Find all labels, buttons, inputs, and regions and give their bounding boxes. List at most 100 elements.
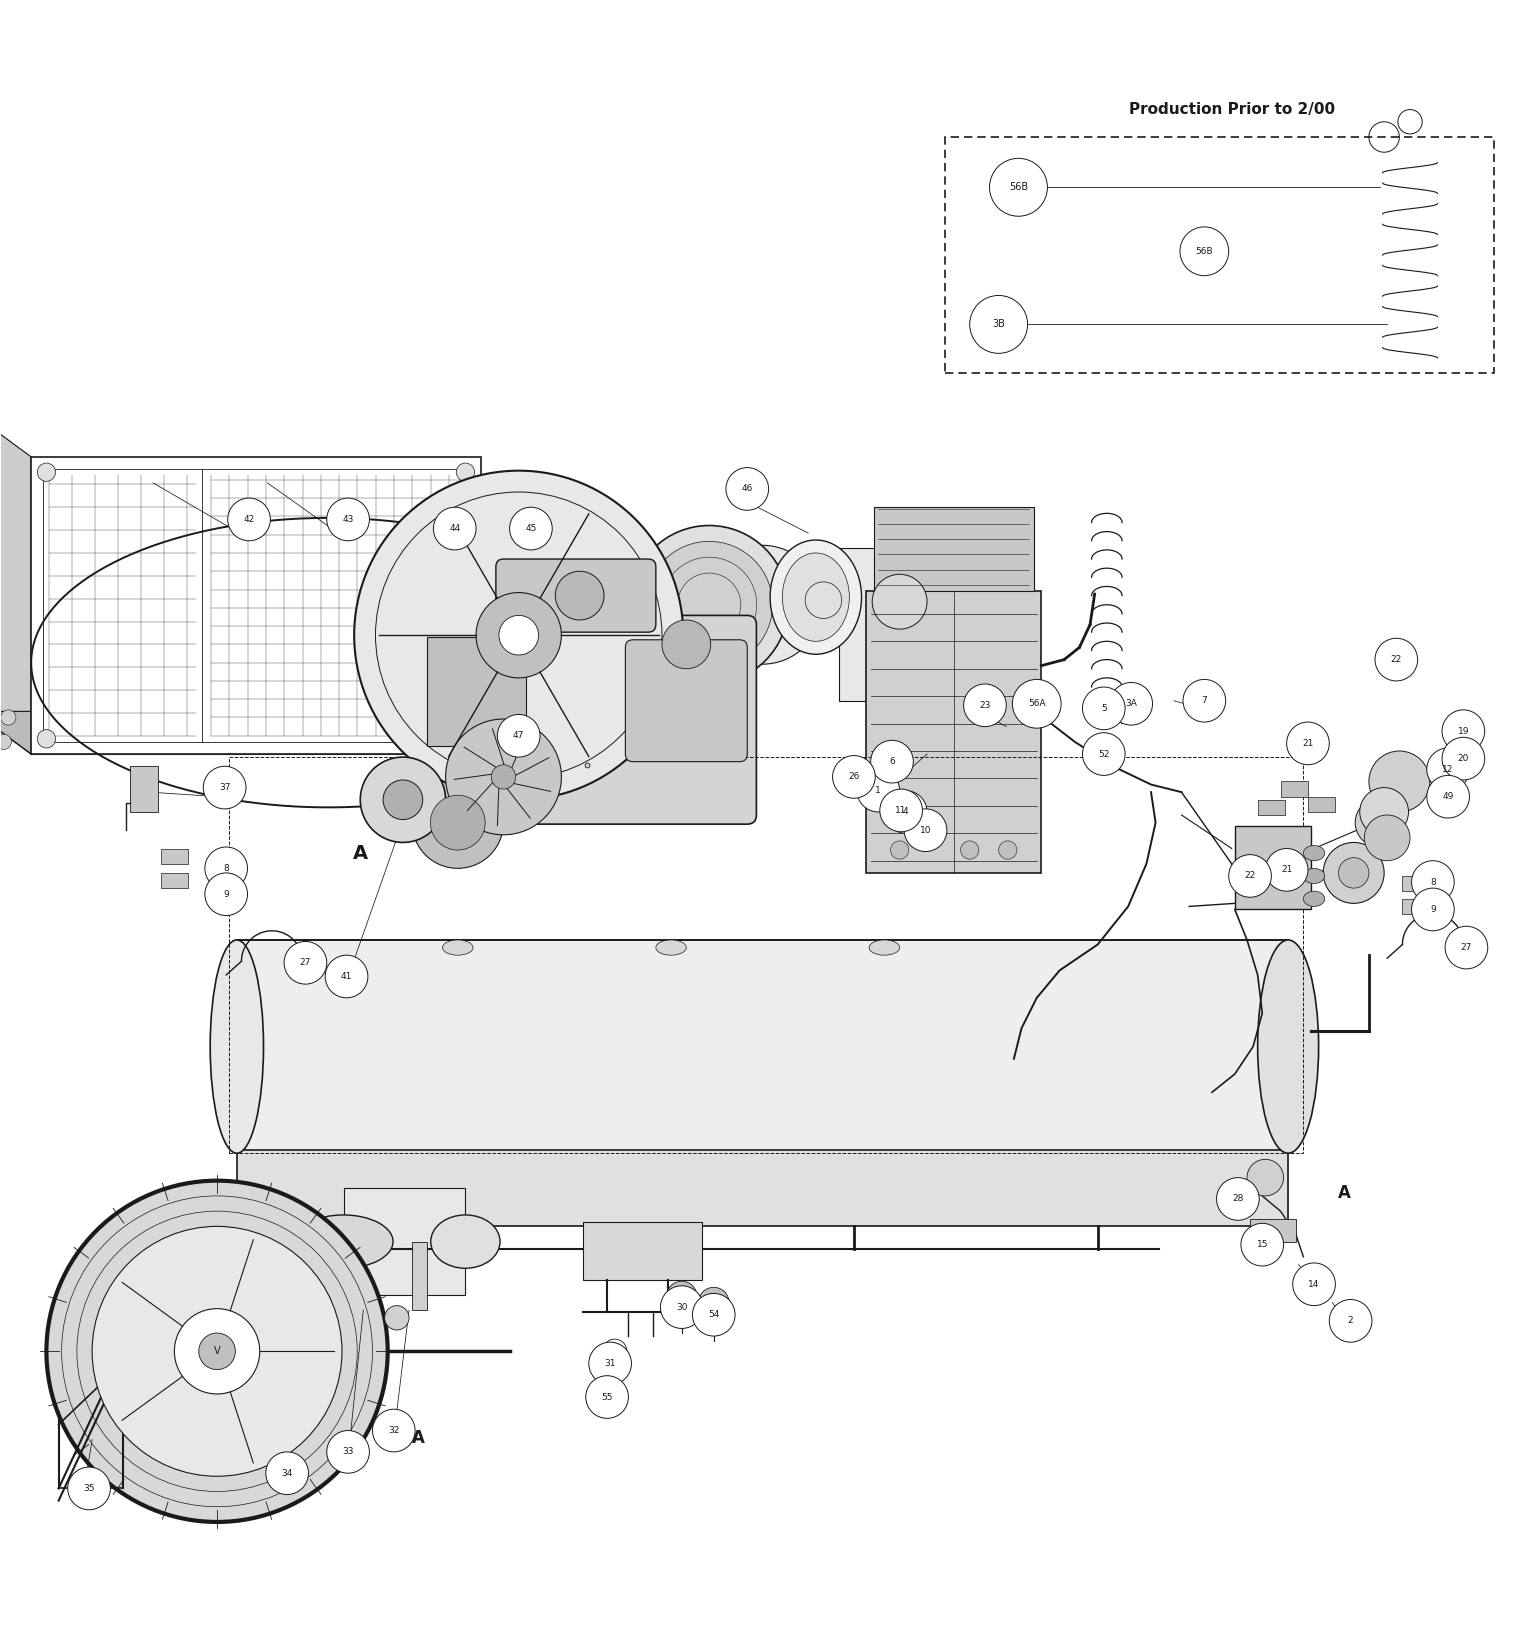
Circle shape <box>1427 748 1470 791</box>
Circle shape <box>1376 639 1418 681</box>
Circle shape <box>1446 926 1488 968</box>
Circle shape <box>872 574 927 629</box>
Ellipse shape <box>442 941 473 955</box>
Text: 22: 22 <box>1244 872 1255 880</box>
Text: 56B: 56B <box>1196 246 1214 256</box>
Ellipse shape <box>656 941 686 955</box>
Text: 47: 47 <box>512 732 525 740</box>
Circle shape <box>662 619 711 668</box>
Circle shape <box>203 766 246 808</box>
Ellipse shape <box>430 1214 500 1268</box>
Circle shape <box>92 1226 342 1477</box>
Text: 34: 34 <box>282 1469 293 1478</box>
Circle shape <box>599 1356 621 1377</box>
Circle shape <box>1293 1263 1336 1306</box>
Circle shape <box>726 468 769 510</box>
Text: 45: 45 <box>525 525 537 533</box>
Circle shape <box>1217 1177 1260 1221</box>
Circle shape <box>456 463 474 481</box>
Text: 56A: 56A <box>1028 699 1046 709</box>
FancyBboxPatch shape <box>496 559 656 632</box>
Ellipse shape <box>869 941 900 955</box>
Bar <box>43 469 468 742</box>
Text: 37: 37 <box>220 782 230 792</box>
Circle shape <box>1266 849 1308 892</box>
FancyBboxPatch shape <box>625 641 747 761</box>
Bar <box>412 1242 427 1311</box>
Circle shape <box>46 1180 387 1522</box>
Text: 49: 49 <box>1443 792 1453 802</box>
Circle shape <box>509 507 552 549</box>
Text: 54: 54 <box>708 1311 720 1319</box>
Circle shape <box>1324 843 1385 903</box>
Circle shape <box>37 463 55 481</box>
Circle shape <box>1229 854 1272 896</box>
Circle shape <box>904 808 947 851</box>
Circle shape <box>589 1341 631 1386</box>
Ellipse shape <box>782 553 849 641</box>
Circle shape <box>0 711 15 725</box>
Circle shape <box>586 1376 628 1418</box>
Circle shape <box>666 1281 697 1312</box>
Circle shape <box>1247 1159 1284 1196</box>
Text: 28: 28 <box>1232 1195 1243 1203</box>
Text: 3B: 3B <box>993 319 1005 329</box>
Text: 21: 21 <box>1281 866 1292 874</box>
Ellipse shape <box>1304 892 1325 906</box>
Text: 56B: 56B <box>1010 183 1028 192</box>
Circle shape <box>265 1452 308 1495</box>
Circle shape <box>891 841 909 859</box>
Circle shape <box>412 778 503 869</box>
Text: V: V <box>214 1346 220 1356</box>
Circle shape <box>1183 680 1226 722</box>
Text: 10: 10 <box>920 826 932 835</box>
Text: 46: 46 <box>741 484 753 494</box>
Text: 8: 8 <box>223 864 229 872</box>
Circle shape <box>354 471 683 800</box>
Circle shape <box>497 714 540 756</box>
Polygon shape <box>0 711 480 755</box>
Ellipse shape <box>1304 869 1325 883</box>
Bar <box>866 592 1042 874</box>
Circle shape <box>430 795 485 849</box>
Bar <box>583 1222 702 1280</box>
Text: 22: 22 <box>1391 655 1401 663</box>
Text: 14: 14 <box>1308 1280 1319 1289</box>
Text: A: A <box>352 844 368 862</box>
Ellipse shape <box>1304 846 1325 861</box>
Text: 30: 30 <box>676 1302 688 1312</box>
Circle shape <box>602 1340 627 1364</box>
Text: 15: 15 <box>1257 1240 1267 1249</box>
Circle shape <box>1241 1224 1284 1267</box>
Text: 43: 43 <box>343 515 354 523</box>
Circle shape <box>1412 861 1455 903</box>
Circle shape <box>1365 815 1411 861</box>
Text: 31: 31 <box>604 1359 616 1368</box>
Text: A: A <box>412 1430 424 1447</box>
Circle shape <box>204 874 247 916</box>
Bar <box>839 548 938 701</box>
Text: 6: 6 <box>889 758 895 766</box>
Circle shape <box>1412 888 1455 931</box>
Text: 52: 52 <box>1098 750 1110 758</box>
Text: 42: 42 <box>244 515 255 523</box>
Circle shape <box>880 789 923 831</box>
Text: 8: 8 <box>1430 877 1435 887</box>
Circle shape <box>383 781 422 820</box>
Circle shape <box>0 734 11 750</box>
Circle shape <box>326 499 369 541</box>
Text: 7: 7 <box>1202 696 1208 706</box>
Bar <box>229 756 1304 1154</box>
Circle shape <box>1083 686 1125 730</box>
Text: 12: 12 <box>1443 764 1453 774</box>
Circle shape <box>555 570 604 619</box>
Text: 26: 26 <box>848 773 860 781</box>
Circle shape <box>1339 857 1369 888</box>
Text: 3A: 3A <box>1125 699 1138 709</box>
Circle shape <box>1330 1299 1372 1341</box>
Circle shape <box>326 1431 369 1474</box>
Circle shape <box>1360 787 1409 836</box>
Bar <box>1403 875 1430 892</box>
Circle shape <box>384 1306 409 1330</box>
Circle shape <box>1180 227 1229 275</box>
